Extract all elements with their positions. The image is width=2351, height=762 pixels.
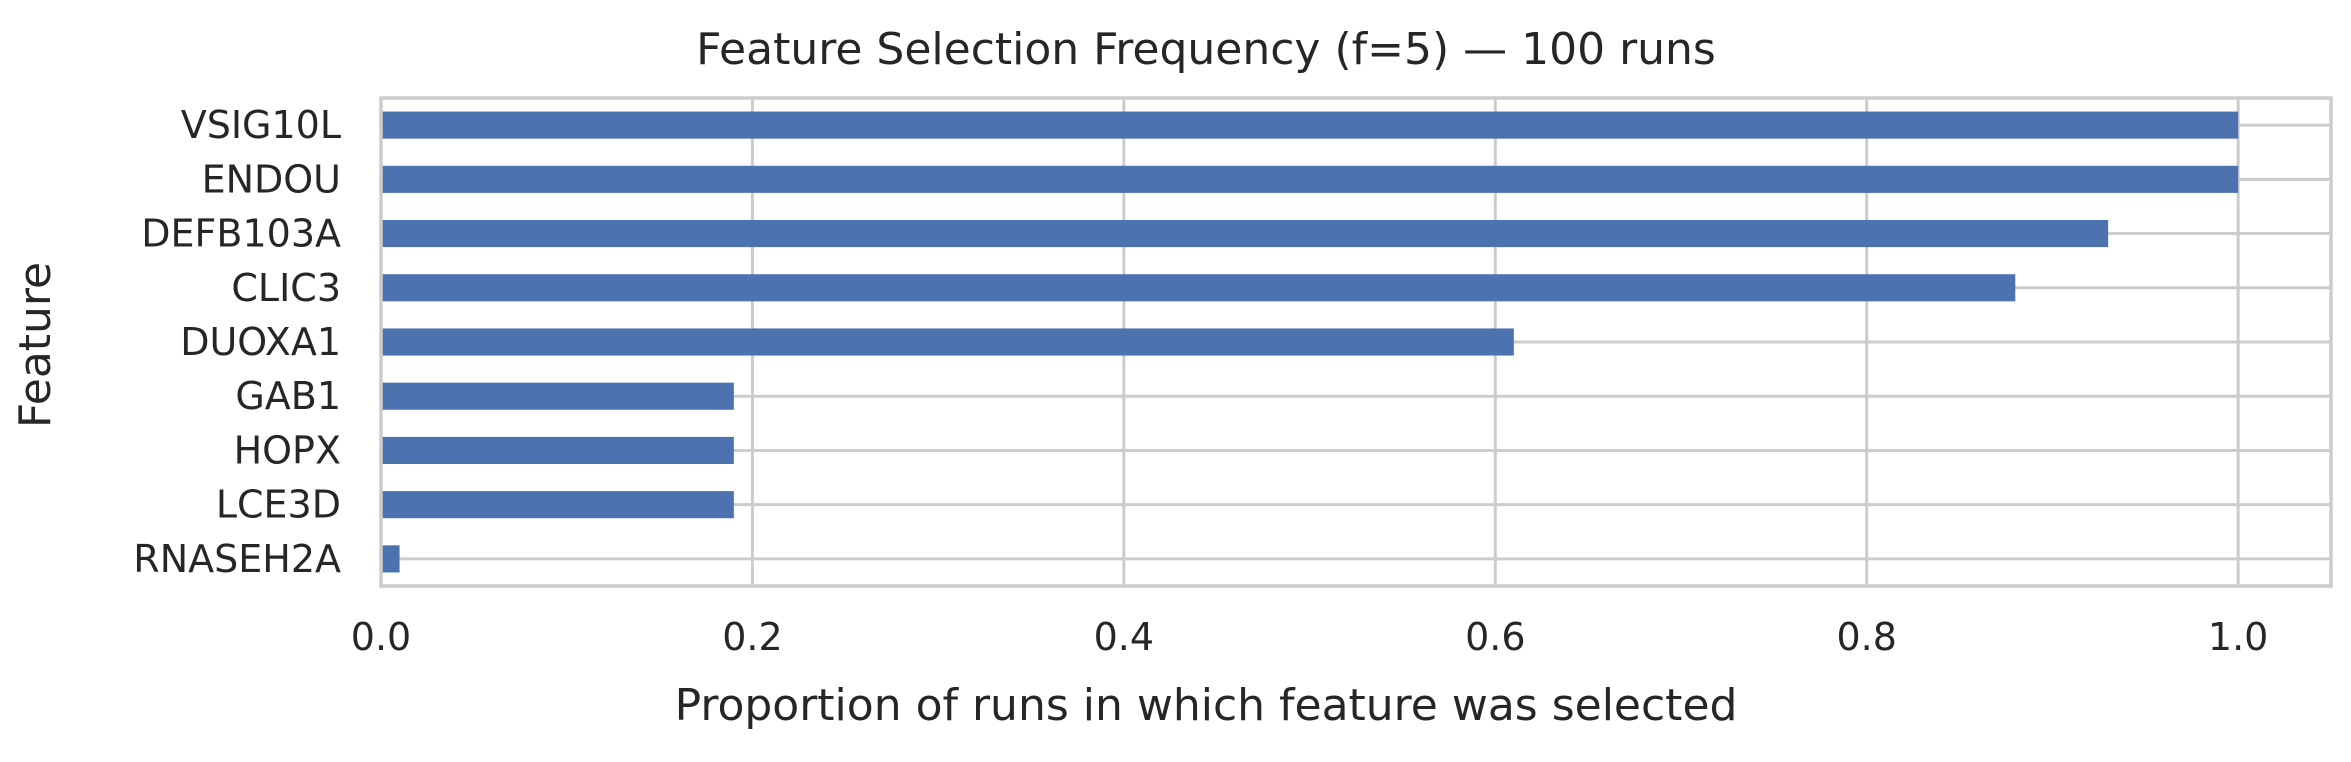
bar [381,220,2109,248]
bar [381,436,734,464]
y-tick-label: ENDOU [202,157,341,201]
y-tick-label: LCE3D [216,483,341,527]
y-tick-label: RNASEH2A [133,537,341,581]
bar [381,274,2016,302]
y-tick-label: HOPX [234,428,341,472]
y-tick-label: VSIG10L [181,103,341,147]
plot-frame [379,96,2333,588]
bar [381,491,734,519]
x-tick-label: 0.8 [1836,615,1896,659]
bar [381,165,2239,193]
x-axis-label: Proportion of runs in which feature was … [675,680,1738,731]
plot-area: VSIG10L ENDOU DEFB103A CLIC3 DUOXA1 GAB1 HOPX L… [133,96,2333,659]
x-tick-label: 0.4 [1094,615,1154,659]
y-tick-label: GAB1 [235,374,341,418]
y-tick-label: DUOXA1 [180,320,341,364]
bar [381,382,734,410]
y-tick-label: CLIC3 [231,266,341,310]
y-axis-label: Feature [10,262,61,428]
y-tick-label: DEFB103A [141,212,341,256]
bar [381,545,400,573]
x-tick-label: 0.0 [351,615,411,659]
x-tick-label: 1.0 [2208,615,2268,659]
x-tick-label: 0.6 [1465,615,1525,659]
x-tick-label: 0.2 [722,615,782,659]
bar [381,328,1514,356]
chart-title: Feature Selection Frequency (f=5) — 100 … [696,24,1716,75]
bar [381,111,2239,139]
